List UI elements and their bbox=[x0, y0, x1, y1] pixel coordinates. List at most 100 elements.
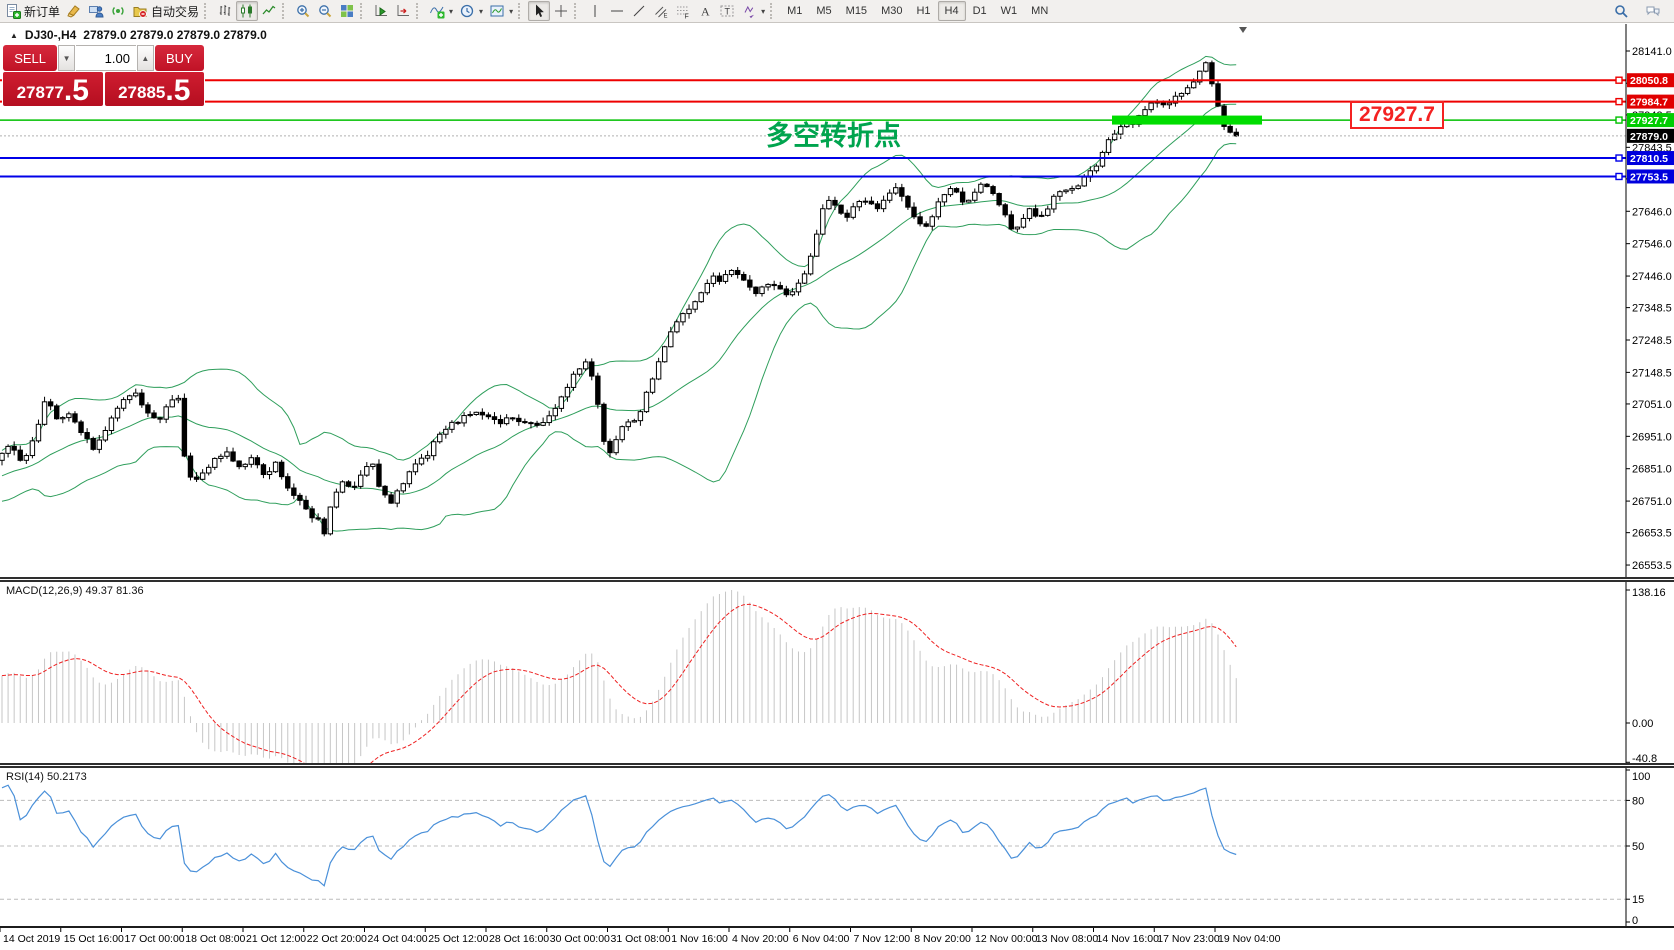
highlighter-button[interactable] bbox=[63, 1, 85, 21]
templates-button[interactable]: ▾ bbox=[486, 1, 516, 21]
chevron-down-icon: ▾ bbox=[479, 6, 484, 16]
pane-divider[interactable] bbox=[0, 577, 1674, 582]
rsi-canvas[interactable]: 100 80 50 15 0 bbox=[0, 768, 1674, 926]
rsi-line bbox=[1, 784, 1237, 887]
macd-signal-line bbox=[1, 603, 1237, 763]
volume-increase-button[interactable]: ▲ bbox=[136, 45, 154, 71]
text-button[interactable]: A bbox=[694, 1, 716, 21]
sell-button[interactable]: SELL bbox=[3, 45, 58, 71]
pane-divider[interactable] bbox=[0, 763, 1674, 768]
signals-button[interactable] bbox=[107, 1, 129, 21]
timeframe-button-w1[interactable]: W1 bbox=[1000, 5, 1018, 17]
horizontal-line-button[interactable] bbox=[606, 1, 628, 21]
periods-button[interactable]: ▾ bbox=[456, 1, 486, 21]
toolbar-group-separator bbox=[204, 3, 210, 19]
chart-shift-icon bbox=[395, 3, 411, 19]
pivot-highlight-bar[interactable] bbox=[1112, 115, 1262, 125]
zoom-out-icon bbox=[317, 3, 333, 19]
auto-scroll-button[interactable] bbox=[370, 1, 392, 21]
pivot-price-callout[interactable]: 27927.7 bbox=[1350, 101, 1444, 129]
svg-text:A: A bbox=[701, 5, 710, 19]
svg-text:27248.5: 27248.5 bbox=[1632, 335, 1672, 347]
macd-indicator-pane[interactable]: 138.16 0.00 -40.8 MACD(12,26,9) 49.37 81.3… bbox=[0, 582, 1674, 763]
rsi-indicator-pane[interactable]: 100 80 50 15 0 RSI(14) 50.2173 bbox=[0, 768, 1674, 926]
resistance-line-1-handle[interactable] bbox=[1615, 76, 1623, 84]
tile-windows-button[interactable] bbox=[336, 1, 358, 21]
indicators-button[interactable]: ▾ bbox=[426, 1, 456, 21]
sell-price-frac: .5 bbox=[63, 74, 89, 107]
zoom-out-button[interactable] bbox=[314, 1, 336, 21]
svg-text:26653.5: 26653.5 bbox=[1632, 528, 1672, 540]
tester-button[interactable] bbox=[85, 1, 107, 21]
panel-collapse-icon[interactable]: ▲ bbox=[10, 30, 18, 40]
price-badge-pivot: 27927.7 bbox=[1627, 113, 1674, 128]
pivot-line-handle[interactable] bbox=[1615, 116, 1623, 124]
support-line-2-handle[interactable] bbox=[1615, 172, 1623, 181]
chart-title: ▲ DJ30-,H4 27879.0 27879.0 27879.0 27879… bbox=[10, 28, 267, 42]
chevron-down-icon: ▾ bbox=[509, 6, 514, 16]
time-label: 12 Nov 00:00 bbox=[975, 933, 1038, 945]
timeframe-button-mn[interactable]: MN bbox=[1031, 5, 1049, 17]
bar-chart-icon bbox=[217, 3, 233, 19]
chart-window[interactable]: 28141.028041.527943.527843.527746.027646… bbox=[0, 24, 1674, 950]
time-axis[interactable]: 14 Oct 2019 15 Oct 16:00 17 Oct 00:00 18 Oc… bbox=[0, 926, 1674, 950]
fibonacci-button[interactable]: F bbox=[672, 1, 694, 21]
timeframe-button-m1[interactable]: M1 bbox=[787, 5, 803, 17]
bar-chart-button[interactable] bbox=[214, 1, 236, 21]
buy-button[interactable]: BUY bbox=[154, 45, 205, 71]
sell-price[interactable]: 27877 .5 bbox=[3, 72, 103, 106]
svg-text:F: F bbox=[685, 14, 689, 20]
timeframe-button-h1[interactable]: H1 bbox=[916, 5, 931, 17]
time-axis-canvas: 14 Oct 2019 15 Oct 16:00 17 Oct 00:00 18 Oc… bbox=[0, 928, 1281, 945]
crosshair-button[interactable] bbox=[550, 1, 572, 21]
line-chart-button[interactable] bbox=[258, 1, 280, 21]
label-button[interactable]: T bbox=[716, 1, 738, 21]
svg-text:27546.0: 27546.0 bbox=[1632, 239, 1672, 251]
arrows-button[interactable]: ▾ bbox=[738, 1, 768, 21]
toolbar-group-separator bbox=[574, 3, 580, 19]
timeframe-button-d1[interactable]: D1 bbox=[972, 5, 987, 17]
timeframe-button-m30[interactable]: M30 bbox=[881, 5, 903, 17]
svg-text:E: E bbox=[664, 14, 668, 20]
volume-input[interactable] bbox=[75, 45, 136, 71]
support-line-1-handle[interactable] bbox=[1615, 154, 1623, 162]
time-label: 18 Oct 08:00 bbox=[185, 933, 245, 945]
timeframe-button-m15[interactable]: M15 bbox=[845, 5, 868, 17]
price-chart-pane[interactable]: 28141.028041.527943.527843.527746.027646… bbox=[0, 24, 1674, 577]
svg-text:26553.5: 26553.5 bbox=[1632, 560, 1672, 572]
vertical-line-button[interactable] bbox=[584, 1, 606, 21]
resistance-line-2-handle[interactable] bbox=[1615, 97, 1623, 106]
time-label: 13 Nov 08:00 bbox=[1036, 933, 1099, 945]
buy-price[interactable]: 27885 .5 bbox=[104, 72, 204, 106]
buy-price-main: 27885 bbox=[118, 83, 166, 102]
one-click-trading-panel: SELL ▼ ▲ BUY 27877 .5 27885 .5 bbox=[2, 44, 205, 107]
svg-text:50: 50 bbox=[1632, 841, 1644, 853]
macd-canvas[interactable]: 138.16 0.00 -40.8 bbox=[0, 582, 1674, 763]
highlighter-icon bbox=[66, 3, 82, 19]
cursor-button[interactable] bbox=[528, 1, 551, 21]
zoom-in-button[interactable] bbox=[292, 1, 314, 21]
chart-shift-button[interactable] bbox=[392, 1, 414, 21]
search-button[interactable] bbox=[1610, 1, 1632, 21]
new-order-button[interactable]: 新订单 bbox=[2, 1, 63, 21]
chat-button[interactable] bbox=[1642, 1, 1664, 21]
time-label: 6 Nov 04:00 bbox=[793, 933, 850, 945]
timeframe-button-m5[interactable]: M5 bbox=[816, 5, 832, 17]
autotrading-button[interactable]: 自动交易 bbox=[129, 1, 202, 21]
bull-bear-turning-point-annotation[interactable]: 多空转折点 bbox=[766, 121, 901, 151]
crosshair-icon bbox=[553, 3, 569, 19]
price-chart-canvas[interactable]: 28141.028041.527943.527843.527746.027646… bbox=[0, 24, 1674, 577]
toolbar-group-separator bbox=[360, 3, 366, 19]
svg-text:27446.0: 27446.0 bbox=[1632, 271, 1672, 283]
toolbar-group-separator bbox=[416, 3, 422, 19]
trendline-button[interactable] bbox=[628, 1, 650, 21]
timeframe-button-h4[interactable]: H4 bbox=[937, 1, 966, 21]
candlestick-button[interactable] bbox=[236, 1, 259, 21]
text-icon: A bbox=[697, 3, 713, 19]
time-label: 25 Oct 12:00 bbox=[428, 933, 488, 945]
volume-decrease-button[interactable]: ▼ bbox=[58, 45, 75, 71]
svg-text:27810.5: 27810.5 bbox=[1630, 153, 1668, 165]
shift-marker-icon bbox=[1239, 27, 1247, 33]
channel-button[interactable]: E bbox=[650, 1, 672, 21]
tile-windows-icon bbox=[339, 3, 355, 19]
